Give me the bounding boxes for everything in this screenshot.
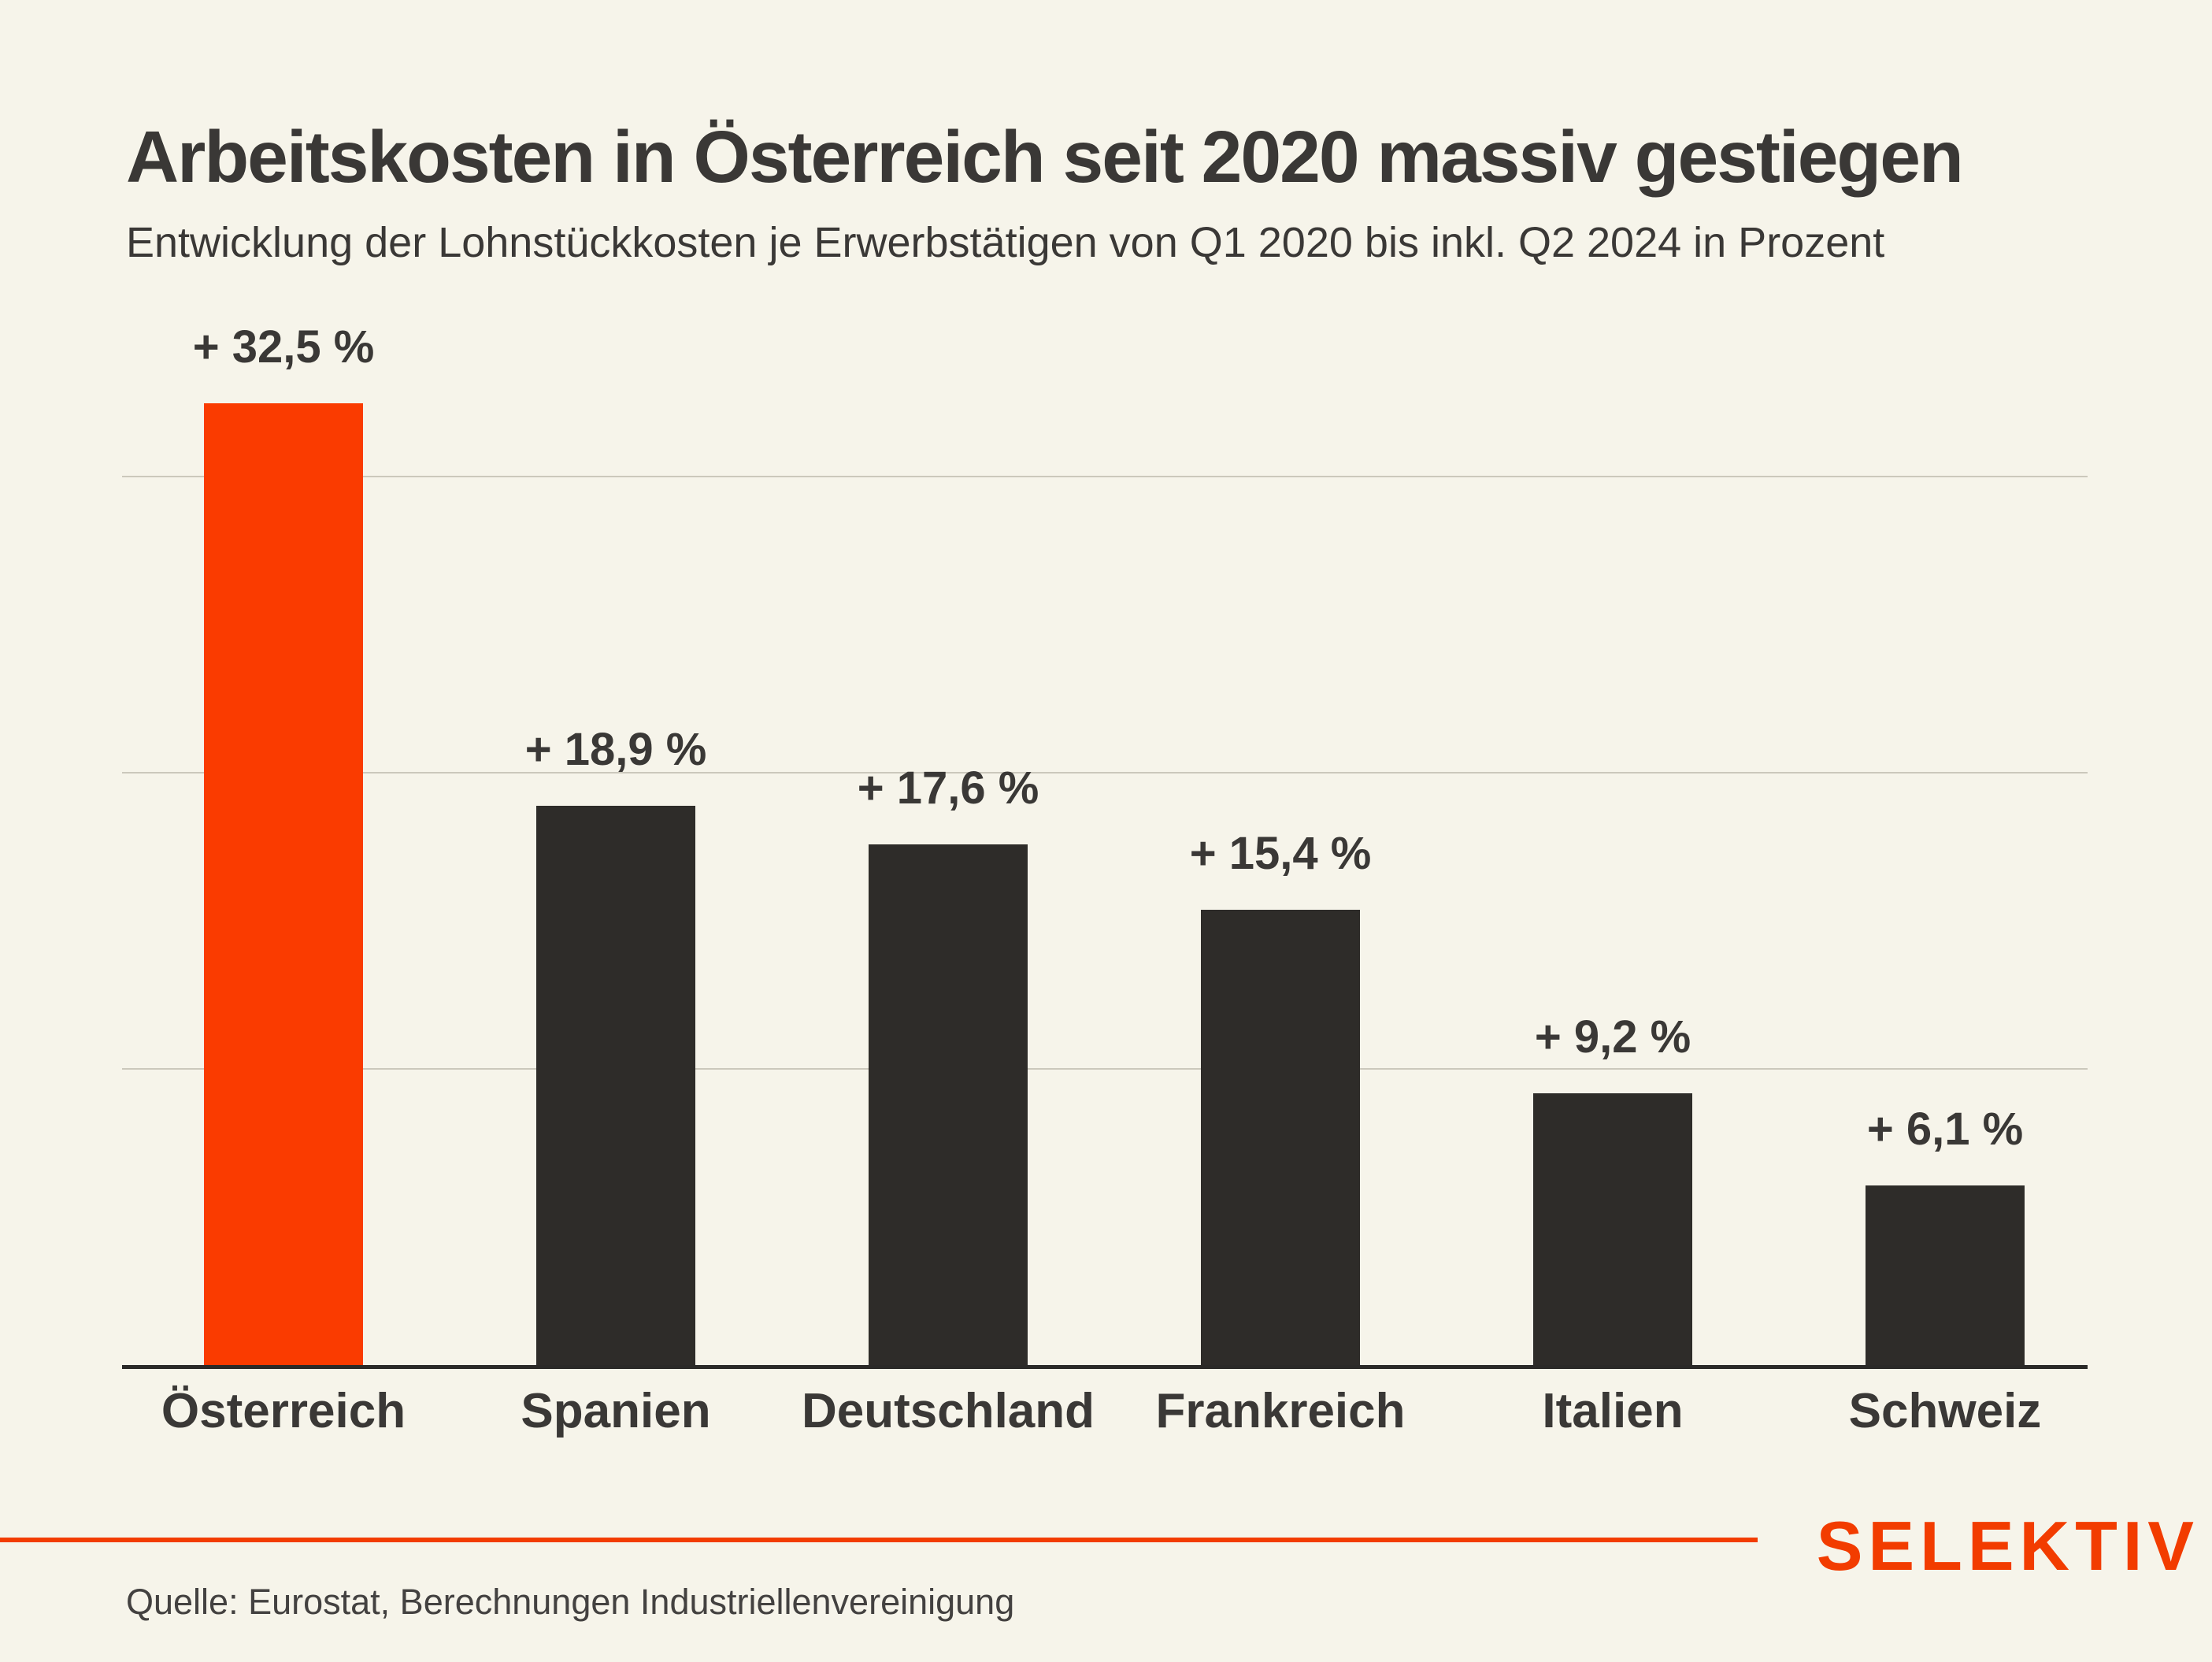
x-axis-line <box>122 1365 2088 1369</box>
bar-value-label-frankreich: + 15,4 % <box>1189 827 1372 879</box>
bar-italien <box>1533 1093 1692 1366</box>
gridline-10 <box>122 1068 2088 1070</box>
bar-schweiz <box>1866 1185 2025 1366</box>
x-axis-label-italien: Italien <box>1542 1384 1684 1438</box>
page-title: Arbeitskosten in Österreich seit 2020 ma… <box>126 116 1964 198</box>
x-axis-label-schweiz: Schweiz <box>1848 1384 2042 1438</box>
brand-rule-line <box>0 1538 1758 1542</box>
bar-österreich <box>204 403 363 1366</box>
bar-frankreich <box>1201 909 1360 1366</box>
bar-value-label-spanien: + 18,9 % <box>524 724 707 776</box>
bar-spanien <box>536 806 695 1366</box>
bar-chart-plot-area: + 32,5 % + 18,9 % + 17,6 % + 15,4 % + 9,2 % +… <box>122 299 2088 1366</box>
x-axis-label-spanien: Spanien <box>521 1384 711 1438</box>
gridline-30 <box>122 476 2088 477</box>
bar-value-label-deutschland: + 17,6 % <box>857 762 1039 814</box>
gridline-20 <box>122 772 2088 773</box>
bar-deutschland <box>869 844 1028 1366</box>
source-note: Quelle: Eurostat, Berechnungen Industrie… <box>126 1582 1015 1622</box>
x-axis-label-frankreich: Frankreich <box>1155 1384 1406 1438</box>
brand-logo: SELEKTIV <box>1816 1507 2199 1585</box>
bar-value-label-italien: + 9,2 % <box>1534 1011 1691 1063</box>
bar-value-label-österreich: + 32,5 % <box>192 321 375 373</box>
x-axis-label-deutschland: Deutschland <box>801 1384 1095 1438</box>
page-subtitle: Entwicklung der Lohnstückkosten je Erwer… <box>126 219 1885 266</box>
x-axis-label-österreich: Österreich <box>161 1384 406 1438</box>
bar-value-label-schweiz: + 6,1 % <box>1866 1103 2024 1155</box>
